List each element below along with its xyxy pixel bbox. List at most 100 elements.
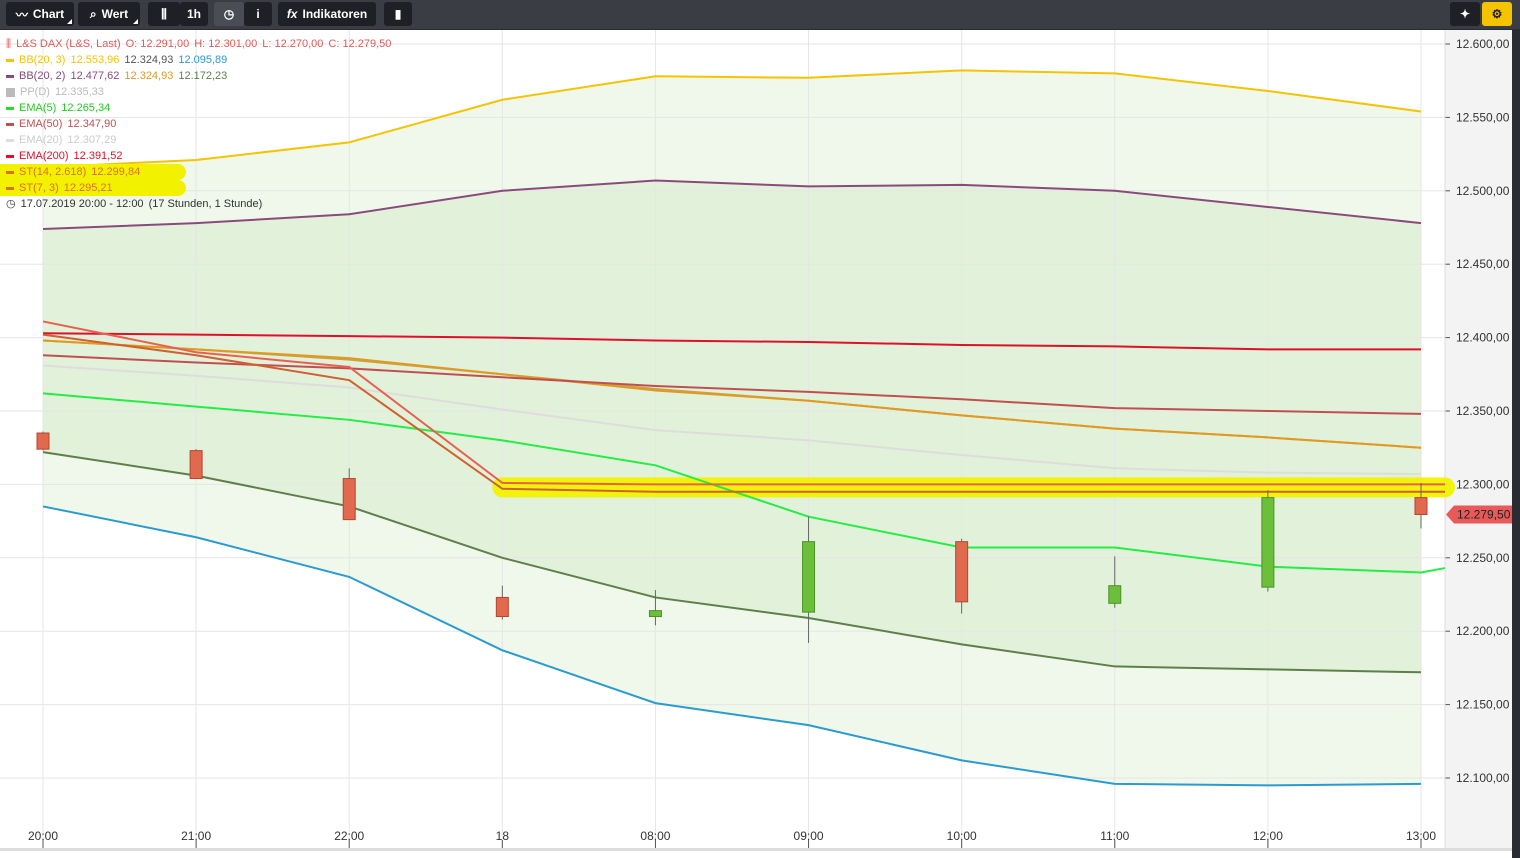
x-tick-label: 08:00: [640, 829, 670, 843]
y-tick-label: 12.550,00: [1456, 110, 1510, 124]
legend-text: 12.295,21: [63, 182, 113, 194]
lower-pane-label: - 100,00: [1456, 846, 1500, 848]
x-tick-label: 13:00: [1406, 829, 1436, 843]
chart-label: Chart: [32, 7, 65, 21]
settings-button[interactable]: ⚙: [1482, 2, 1512, 26]
legend-text: L: 12.270,00: [262, 38, 324, 50]
interval-label: 1h: [186, 7, 201, 21]
legend-row[interactable]: ◷ 17.07.2019 20:00 - 12:00 (17 Stunden, 1 …: [6, 196, 391, 212]
legend-row[interactable]: EMA(50) 12.347,90: [6, 116, 391, 132]
legend-text: 12.172,23: [178, 70, 228, 82]
info-button[interactable]: i: [244, 2, 272, 26]
candle-body: [955, 541, 969, 603]
candles-button[interactable]: ⫼: [148, 2, 180, 26]
legend-swatch: [6, 154, 14, 158]
bookmark-icon: ▮: [394, 7, 402, 21]
y-tick-label: 12.350,00: [1456, 404, 1510, 418]
x-tick-label: 10:00: [947, 829, 977, 843]
legend-row[interactable]: ST(14, 2.618) 12.299,84: [0, 164, 186, 180]
legend-text: 12.265,34: [61, 102, 111, 114]
candlestick-icon: ⫼: [161, 6, 167, 21]
series-line-bb-20-2-: [42, 339, 1422, 449]
x-tick-label: 20:00: [28, 829, 58, 843]
series-line-ema-20-: [42, 364, 1421, 476]
series-line-ema-200-: [42, 332, 1421, 351]
wert-label: Wert: [101, 7, 129, 21]
legend-text: C: 12.279,50: [328, 38, 392, 50]
indikatoren-button[interactable]: fx Indikatoren: [278, 2, 376, 26]
series-line-bb-20-2-: [42, 179, 1422, 230]
legend-row[interactable]: EMA(20) 12.307,29: [6, 132, 391, 148]
series-line-st-7-3-: [42, 333, 1445, 493]
y-tick-label: 12.450,00: [1456, 257, 1510, 271]
legend-row[interactable]: ST(7, 3) 12.295,21: [0, 180, 186, 196]
bookmark-button[interactable]: ▮: [384, 2, 412, 26]
legend-row[interactable]: BB(20, 3) 12.553,96 12.324,93 12.095,89: [6, 52, 391, 68]
candle-body: [1261, 497, 1275, 588]
indikatoren-label: Indikatoren: [302, 7, 368, 21]
legend-text: ST(14, 2.618): [19, 166, 87, 178]
candle-body: [495, 596, 509, 618]
y-tick-label: 12.200,00: [1456, 624, 1510, 638]
gear-icon: ⚙: [1491, 7, 1503, 21]
x-tick-label: 12:00: [1253, 829, 1283, 843]
x-tick-label: 11:00: [1100, 829, 1129, 843]
wert-button[interactable]: ⌕ Wert: [78, 2, 140, 26]
legend-row[interactable]: ⫼ L&S DAX (L&S, Last) O: 12.291,00 H: 12.30…: [6, 36, 391, 52]
legend-text: EMA(200): [19, 150, 69, 162]
legend-text: 12.335,33: [54, 86, 104, 98]
series-line-bb-20-2-: [42, 451, 1422, 674]
series-line-bb-20-3-: [42, 505, 1421, 787]
y-tick-label: 12.150,00: [1456, 698, 1510, 712]
legend-swatch: [6, 170, 14, 174]
legend-text: H: 12.301,00: [194, 38, 258, 50]
price-chart[interactable]: 12.600,00 12.550,00 12.500,00 12.450,00 12.4…: [0, 30, 1512, 848]
legend-row[interactable]: EMA(5) 12.265,34: [6, 100, 391, 116]
legend-swatch: [6, 87, 15, 97]
legend-swatch: [6, 122, 14, 126]
y-tick-label: 12.400,00: [1456, 331, 1510, 345]
interval-button[interactable]: 1h: [180, 2, 208, 26]
legend-text: 12.299,84: [91, 166, 141, 178]
legend-swatch: [6, 186, 14, 190]
chart-button[interactable]: 〰 Chart: [6, 2, 74, 26]
legend-text: EMA(50): [19, 118, 63, 130]
legend-text: ST(7, 3): [19, 182, 59, 194]
y-tick-label: 12.300,00: [1456, 477, 1510, 491]
series-line-ema-50-: [42, 354, 1422, 415]
legend-text: 12.095,89: [178, 54, 228, 66]
legend-text: 12.477,62: [70, 70, 120, 82]
legend-row[interactable]: BB(20, 2) 12.477,62 12.324,93 12.172,23: [6, 68, 391, 84]
scrollbar[interactable]: [1512, 30, 1520, 858]
clock-button[interactable]: ◷: [214, 2, 244, 26]
legend-text: BB(20, 2): [19, 70, 66, 82]
legend-row[interactable]: EMA(200) 12.391,52: [6, 148, 391, 164]
last-price-label: 12.279,50: [1457, 507, 1511, 521]
candle-body: [802, 541, 816, 613]
legend-text: 12.347,90: [67, 118, 117, 130]
legend-swatch: [6, 58, 14, 62]
legend-text: 12.391,52: [73, 150, 123, 162]
legend-text: 12.553,96: [70, 54, 120, 66]
clock-icon: ◷: [223, 7, 235, 21]
legend-text: L&S DAX (L&S, Last): [16, 38, 121, 50]
legend-text: EMA(20): [19, 134, 63, 146]
bollinger-band-fill: [43, 180, 1421, 673]
chart-legend: ⫼ L&S DAX (L&S, Last) O: 12.291,00 H: 12.30…: [0, 36, 391, 212]
legend-text: 12.324,93: [124, 70, 174, 82]
y-tick-label: 12.250,00: [1456, 551, 1510, 565]
pane-divider[interactable]: [0, 848, 1512, 858]
y-tick-label: 12.100,00: [1456, 771, 1510, 785]
candle-body: [1108, 585, 1122, 604]
x-tick-label: 18: [496, 829, 510, 843]
candle-body: [1414, 497, 1428, 515]
info-label: i: [256, 7, 260, 21]
candle-body: [189, 450, 203, 480]
price-axis[interactable]: [1445, 30, 1512, 848]
clock-icon: ◷: [6, 198, 16, 210]
line-chart-icon: 〰: [15, 7, 28, 22]
sparkle-button[interactable]: ✦: [1450, 2, 1480, 26]
y-tick-label: 12.500,00: [1456, 184, 1510, 198]
legend-row[interactable]: PP(D) 12.335,33: [6, 84, 391, 100]
candle-body: [36, 432, 50, 450]
